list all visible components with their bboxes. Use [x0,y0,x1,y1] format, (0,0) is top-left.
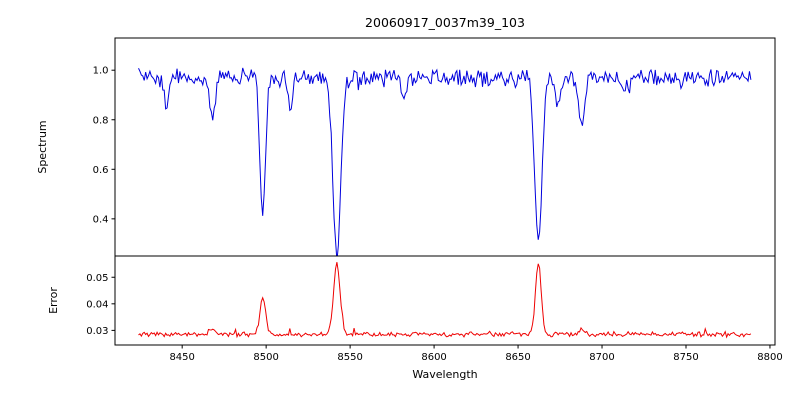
spectrum-panel-frame [114,37,776,257]
error-y-tick-label: 0.04 [86,299,108,310]
error-curve [138,262,752,339]
y-axis-label-error: Error [47,287,60,314]
x-tick-label: 8600 [421,352,446,363]
error-y-tick-label: 0.03 [86,326,108,337]
x-tick-label: 8650 [505,352,530,363]
y-axis-label-spectrum: Spectrum [36,120,49,173]
spectrum-y-tick-label: 0.8 [93,115,109,126]
spectrum-curve [138,67,752,256]
x-tick-label: 8750 [673,352,698,363]
spectrum-y-tick-label: 0.6 [93,165,109,176]
error-y-tick-label: 0.05 [86,273,108,284]
error-panel: 0.03 0.04 0.05 8450 8500 8550 8600 8650 8700 8750… [86,262,783,363]
spectrum-y-tick-label: 0.4 [93,214,109,225]
x-tick-label: 8800 [757,352,782,363]
x-tick-label: 8550 [337,352,362,363]
x-axis-label: Wavelength [412,368,477,381]
chart-title: 20060917_0037m39_103 [365,15,525,30]
x-tick-label: 8700 [589,352,614,363]
x-tick-label: 8500 [253,352,278,363]
error-panel-frame [114,255,776,346]
spectrum-panel: 0.4 0.6 0.8 1.0 [93,66,752,256]
spectrum-y-tick-label: 1.0 [93,66,109,77]
x-tick-label: 8450 [169,352,194,363]
